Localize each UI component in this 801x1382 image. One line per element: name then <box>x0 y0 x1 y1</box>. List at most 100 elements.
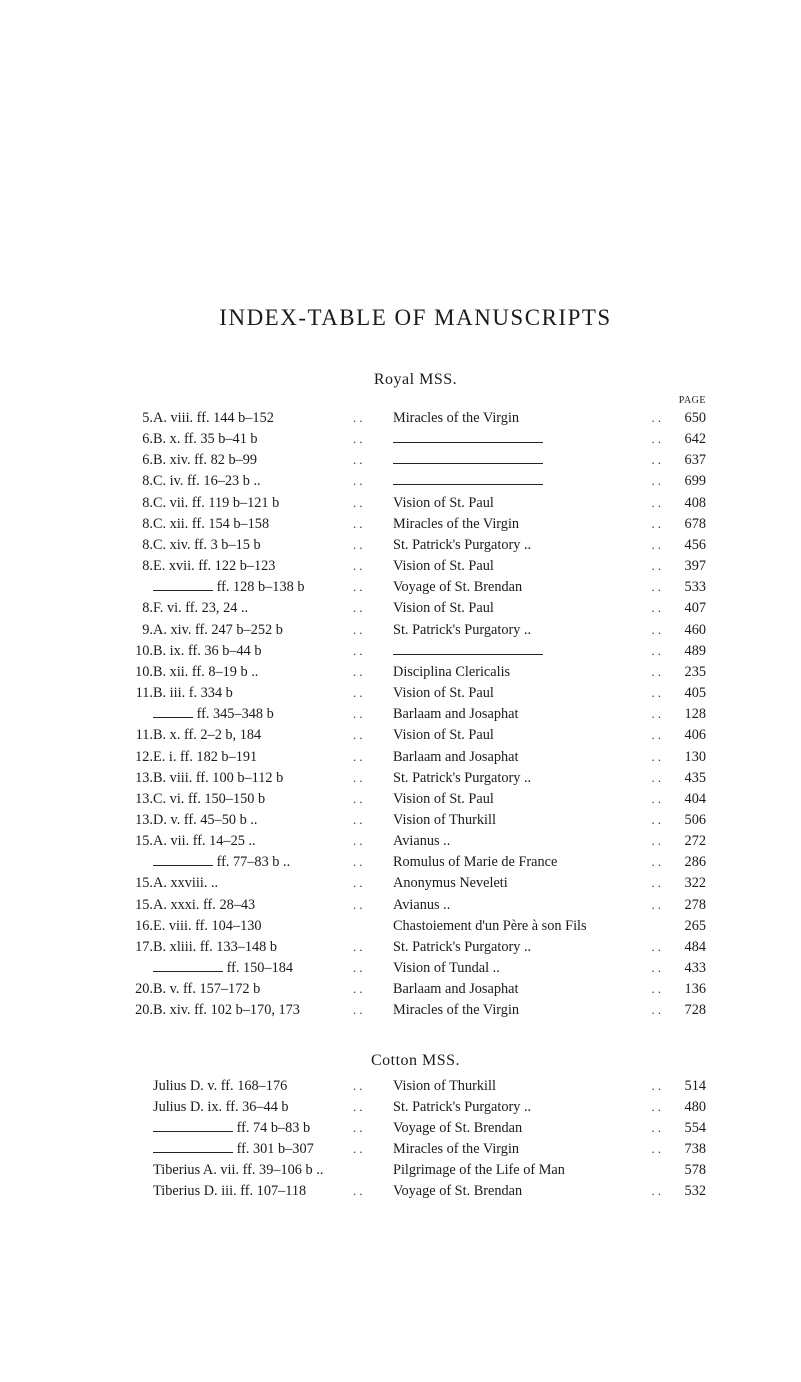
leader-dots: .. <box>624 1181 664 1202</box>
leader-dots: .. <box>353 514 393 535</box>
leader-dots: .. <box>624 831 664 852</box>
leader-dots: .. <box>624 450 664 471</box>
leader-dots: .. <box>624 1076 664 1097</box>
manuscript-ref: ff. 128 b–138 b <box>153 577 353 598</box>
leader-dots: .. <box>353 768 393 789</box>
table-row: 13.D. v. ff. 45–50 b ....Vision of Thurk… <box>125 810 706 831</box>
page-number: 404 <box>664 789 706 810</box>
leader-dots: .. <box>353 810 393 831</box>
manuscript-ref: ff. 301 b–307 <box>153 1139 353 1160</box>
page-number: 678 <box>664 514 706 535</box>
section-heading: Royal MSS. <box>125 371 706 389</box>
page-number: 322 <box>664 873 706 894</box>
entry-number: 13. <box>125 810 153 831</box>
entry-number: 13. <box>125 789 153 810</box>
leader-dots: .. <box>353 577 393 598</box>
subject-title: Barlaam and Josaphat <box>393 747 624 768</box>
leader-dots: .. <box>624 1097 664 1118</box>
page-number: 408 <box>664 493 706 514</box>
table-row: 20.B. xiv. ff. 102 b–170, 173..Miracles … <box>125 1000 706 1021</box>
entry-number: 8. <box>125 535 153 556</box>
page-number: 554 <box>664 1118 706 1139</box>
leader-dots: .. <box>353 598 393 619</box>
manuscript-ref: A. viii. ff. 144 b–152 <box>153 408 353 429</box>
leader-dots: .. <box>353 641 393 662</box>
leader-dots: .. <box>624 852 664 873</box>
table-row: 15.A. xxxi. ff. 28–43..Avianus ....278 <box>125 895 706 916</box>
table-row: ff. 345–348 b..Barlaam and Josaphat..128 <box>125 704 706 725</box>
leader-dots: .. <box>624 598 664 619</box>
table-row: 10.B. xii. ff. 8–19 b ....Disciplina Cle… <box>125 662 706 683</box>
leader-dots: .. <box>624 979 664 1000</box>
page-number: 136 <box>664 979 706 1000</box>
leader-dots: .. <box>624 556 664 577</box>
subject-title <box>393 641 624 662</box>
table-row: 8.C. vii. ff. 119 b–121 b..Vision of St.… <box>125 493 706 514</box>
index-table: 5.A. viii. ff. 144 b–152..Miracles of th… <box>125 408 706 1022</box>
leader-dots: .. <box>624 768 664 789</box>
manuscript-ref: C. xiv. ff. 3 b–15 b <box>153 535 353 556</box>
table-row: 8.C. xii. ff. 154 b–158..Miracles of the… <box>125 514 706 535</box>
leader-dots: .. <box>624 810 664 831</box>
subject-title: Vision of St. Paul <box>393 493 624 514</box>
page-number: 480 <box>664 1097 706 1118</box>
table-row: 12.E. i. ff. 182 b–191..Barlaam and Josa… <box>125 747 706 768</box>
table-row: 8.F. vi. ff. 23, 24 ....Vision of St. Pa… <box>125 598 706 619</box>
manuscript-ref: A. xxviii. .. <box>153 873 353 894</box>
page-number: 506 <box>664 810 706 831</box>
page-number: 286 <box>664 852 706 873</box>
table-row: ff. 74 b–83 b..Voyage of St. Brendan..55… <box>125 1118 706 1139</box>
subject-title: Vision of St. Paul <box>393 556 624 577</box>
subject-title: Vision of Thurkill <box>393 810 624 831</box>
entry-number: 10. <box>125 662 153 683</box>
manuscript-ref: ff. 345–348 b <box>153 704 353 725</box>
manuscript-ref: F. vi. ff. 23, 24 .. <box>153 598 353 619</box>
manuscript-ref: B. iii. f. 334 b <box>153 683 353 704</box>
subject-title: Voyage of St. Brendan <box>393 1181 624 1202</box>
page-number: 130 <box>664 747 706 768</box>
leader-dots: .. <box>624 937 664 958</box>
leader-dots: .. <box>624 662 664 683</box>
page-number: 728 <box>664 1000 706 1021</box>
leader-dots: .. <box>353 1097 393 1118</box>
leader-dots <box>624 1160 664 1181</box>
table-row: 20.B. v. ff. 157–172 b..Barlaam and Josa… <box>125 979 706 1000</box>
entry-number <box>125 1076 153 1097</box>
entry-number: 13. <box>125 768 153 789</box>
page-number: 406 <box>664 725 706 746</box>
page-number: 699 <box>664 471 706 492</box>
table-row: Julius D. ix. ff. 36–44 b..St. Patrick's… <box>125 1097 706 1118</box>
table-row: ff. 128 b–138 b..Voyage of St. Brendan..… <box>125 577 706 598</box>
manuscript-ref: ff. 77–83 b .. <box>153 852 353 873</box>
leader-dots: .. <box>624 704 664 725</box>
table-row: 13.B. viii. ff. 100 b–112 b..St. Patrick… <box>125 768 706 789</box>
page-number: 533 <box>664 577 706 598</box>
leader-dots: .. <box>353 1118 393 1139</box>
manuscript-ref: ff. 150–184 <box>153 958 353 979</box>
manuscript-ref: ff. 74 b–83 b <box>153 1118 353 1139</box>
subject-title: St. Patrick's Purgatory .. <box>393 535 624 556</box>
page-number: 637 <box>664 450 706 471</box>
manuscript-ref: Tiberius A. vii. ff. 39–106 b .. <box>153 1160 353 1181</box>
subject-title: St. Patrick's Purgatory .. <box>393 620 624 641</box>
subject-title: Pilgrimage of the Life of Man <box>393 1160 624 1181</box>
page-number: 514 <box>664 1076 706 1097</box>
leader-dots: .. <box>624 429 664 450</box>
manuscript-ref: B. v. ff. 157–172 b <box>153 979 353 1000</box>
entry-number: 11. <box>125 683 153 704</box>
manuscript-ref: E. viii. ff. 104–130 <box>153 916 353 937</box>
page-number: 235 <box>664 662 706 683</box>
subject-title: Vision of St. Paul <box>393 598 624 619</box>
manuscript-ref: C. vii. ff. 119 b–121 b <box>153 493 353 514</box>
table-row: Tiberius D. iii. ff. 107–118..Voyage of … <box>125 1181 706 1202</box>
table-row: 17.B. xliii. ff. 133–148 b..St. Patrick'… <box>125 937 706 958</box>
subject-title: Vision of Thurkill <box>393 1076 624 1097</box>
page-number: 278 <box>664 895 706 916</box>
leader-dots: .. <box>353 620 393 641</box>
subject-title: Vision of St. Paul <box>393 789 624 810</box>
subject-title: St. Patrick's Purgatory .. <box>393 1097 624 1118</box>
page-number: 407 <box>664 598 706 619</box>
leader-dots <box>353 916 393 937</box>
leader-dots: .. <box>624 577 664 598</box>
leader-dots: .. <box>624 535 664 556</box>
